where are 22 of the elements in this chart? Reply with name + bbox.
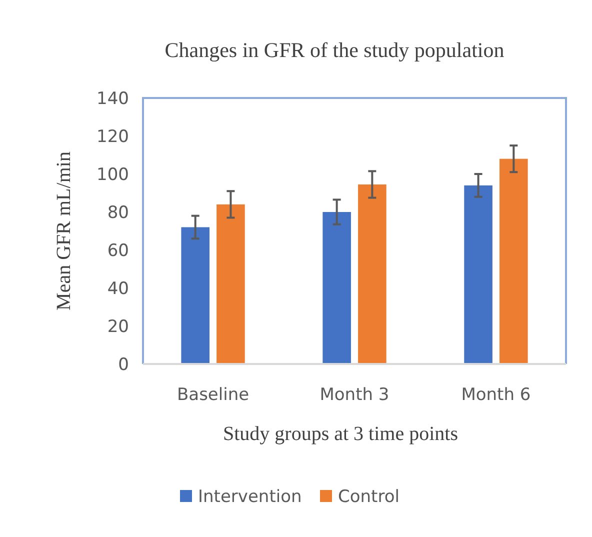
x-tick-label: Month 3 [320,385,390,405]
bar [181,227,210,364]
bar [500,158,528,364]
y-tick-label: 120 [96,126,129,147]
x-axis-title: Study groups at 3 time points [223,423,458,445]
y-tick-label: 0 [118,354,129,375]
y-tick-label: 80 [107,202,129,223]
x-tick-label: Baseline [176,385,250,405]
y-tick-label: 140 [96,88,129,109]
y-axis-title: Mean GFR mL/min [53,152,75,310]
y-tick-label: 60 [107,240,129,261]
y-tick-label: 20 [107,316,129,337]
legend-label: Intervention [198,487,302,507]
chart-title: Changes in GFR of the study population [164,38,505,62]
y-tick-label: 100 [96,164,129,185]
bar [216,204,245,364]
bar [464,185,492,364]
bar [358,184,386,364]
x-tick-label: Month 6 [461,385,531,405]
y-tick-label: 40 [107,278,129,299]
bar [322,212,351,364]
legend-label: Control [338,487,400,507]
